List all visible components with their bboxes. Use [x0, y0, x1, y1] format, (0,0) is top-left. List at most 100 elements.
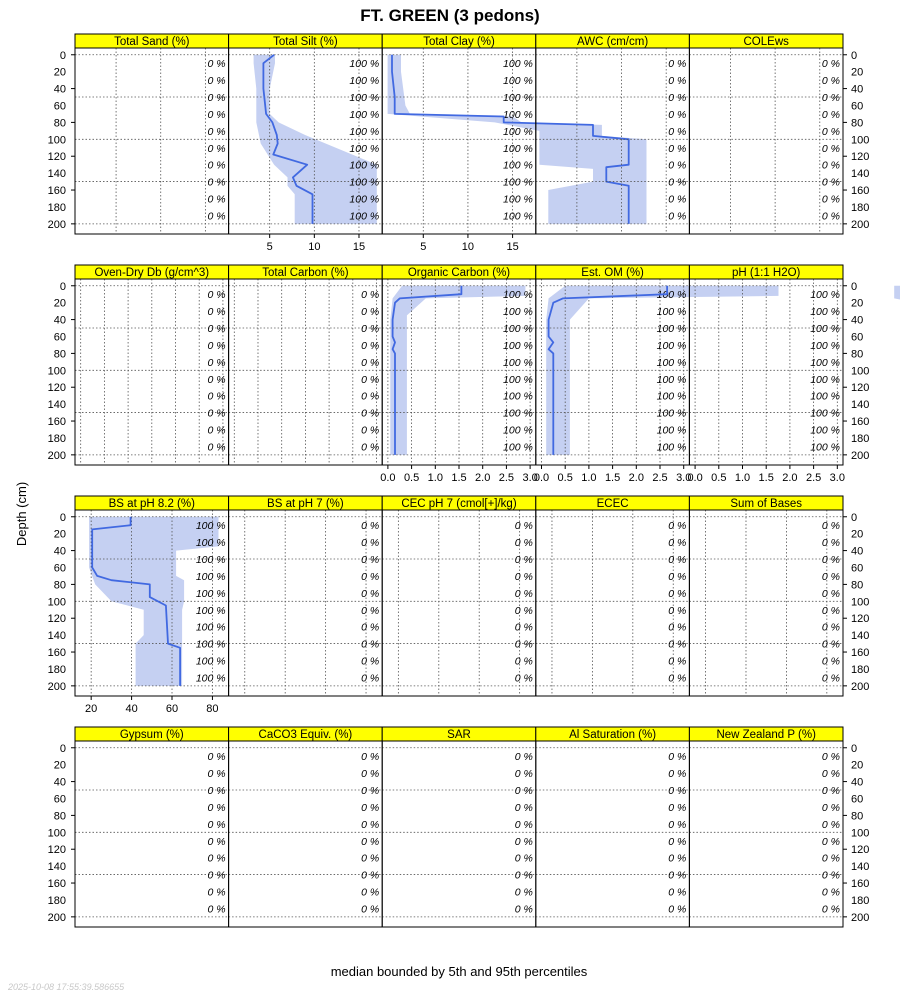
- panel-strip-label: CaCO3 Equiv. (%): [259, 729, 353, 741]
- panel-strip-label: CEC pH 7 (cmol[+]/kg): [401, 498, 517, 510]
- pedon-percent-label: 0 %: [668, 802, 686, 814]
- pedon-percent-label: 0 %: [668, 886, 686, 898]
- depth-tick-label: 140: [851, 630, 869, 642]
- pedon-percent-label: 0 %: [361, 441, 379, 453]
- value-tick-label: 0.5: [558, 472, 573, 484]
- pedon-percent-label: 0 %: [822, 639, 840, 651]
- panel-strip-label: Gypsum (%): [120, 729, 184, 741]
- pedon-percent-label: 0 %: [668, 210, 686, 222]
- pedon-percent-label: 100 %: [810, 323, 840, 335]
- value-tick-label: 10: [308, 241, 320, 253]
- depth-tick-label: 20: [851, 760, 863, 772]
- pedon-percent-label: 0 %: [822, 870, 840, 882]
- pedon-percent-label: 100 %: [503, 374, 533, 386]
- pedon-percent-label: 0 %: [515, 655, 533, 667]
- pedon-percent-label: 0 %: [668, 622, 686, 634]
- pedon-percent-label: 0 %: [668, 520, 686, 532]
- pedon-percent-label: 0 %: [668, 92, 686, 104]
- depth-tick-label: 20: [851, 298, 863, 310]
- pedon-percent-label: 0 %: [361, 554, 379, 566]
- pedon-percent-label: 0 %: [822, 126, 840, 138]
- value-tick-label: 0.5: [404, 472, 419, 484]
- pedon-percent-label: 0 %: [515, 588, 533, 600]
- pedon-percent-label: 100 %: [657, 340, 687, 352]
- pedon-percent-label: 0 %: [361, 819, 379, 831]
- pedon-percent-label: 0 %: [361, 408, 379, 420]
- pedon-percent-label: 0 %: [668, 639, 686, 651]
- panel: CEC pH 7 (cmol[+]/kg) 0 % 0 % 0 % 0 % 0 % 0 % 0…: [381, 495, 537, 697]
- pedon-percent-label: 100 %: [349, 58, 379, 70]
- depth-tick-label: 160: [48, 185, 66, 197]
- panel-frame: [74, 740, 230, 928]
- pedon-percent-label: 0 %: [822, 886, 840, 898]
- depth-tick-label: 0: [851, 512, 857, 524]
- pedon-percent-label: 0 %: [822, 109, 840, 121]
- panel-strip-label: COLEws: [744, 36, 790, 48]
- panel-grid: Total Sand (%) 0 % 0 % 0 % 0 % 0 % 0 % 0 % 0 % 0 …: [48, 33, 900, 928]
- panel: AWC (cm/cm) 0 % 0 % 0 % 0 % 0 % 0 % 0 % 0 % 0 % 0 …: [535, 33, 690, 235]
- depth-tick-label: 100: [48, 365, 66, 377]
- pedon-percent-label: 100 %: [657, 289, 687, 301]
- pedon-percent-label: 0 %: [668, 177, 686, 189]
- depth-tick-label: 0: [851, 50, 857, 62]
- depth-tick-label: 80: [54, 810, 66, 822]
- pedon-percent-label: 100 %: [503, 340, 533, 352]
- pedon-percent-label: 0 %: [822, 802, 840, 814]
- depth-tick-label: 140: [48, 861, 66, 873]
- pedon-percent-label: 0 %: [361, 870, 379, 882]
- pedon-percent-label: 0 %: [208, 424, 226, 436]
- depth-tick-label: 80: [851, 579, 863, 591]
- panel: Organic Carbon (%) 100 % 100 % 100 % 100 % 10…: [381, 264, 537, 466]
- pedon-percent-label: 0 %: [668, 588, 686, 600]
- value-tick-label: 1.0: [735, 472, 750, 484]
- pedon-percent-label: 0 %: [668, 672, 686, 684]
- panel-frame: [381, 509, 537, 697]
- value-tick-label: 1.5: [759, 472, 774, 484]
- panel-strip-label: Total Silt (%): [273, 36, 338, 48]
- pedon-percent-label: 100 %: [196, 672, 226, 684]
- panel: BS at pH 7 (%) 0 % 0 % 0 % 0 % 0 % 0 % 0 % 0 % 0 …: [228, 495, 383, 697]
- pedon-percent-label: 100 %: [349, 126, 379, 138]
- pedon-percent-label: 0 %: [208, 109, 226, 121]
- pedon-percent-label: 0 %: [668, 75, 686, 87]
- depth-tick-label: 40: [851, 777, 863, 789]
- panel-frame: [535, 740, 690, 928]
- pedon-percent-label: 0 %: [361, 289, 379, 301]
- pedon-percent-label: 0 %: [515, 819, 533, 831]
- depth-tick-label: 120: [48, 844, 66, 856]
- depth-tick-label: 20: [54, 298, 66, 310]
- pedon-percent-label: 100 %: [503, 177, 533, 189]
- panel-frame: [228, 740, 383, 928]
- pedon-percent-label: 0 %: [208, 306, 226, 318]
- depth-tick-label: 140: [48, 399, 66, 411]
- depth-tick-label: 180: [48, 895, 66, 907]
- pedon-percent-label: 0 %: [822, 75, 840, 87]
- depth-tick-label: 180: [851, 433, 869, 445]
- depth-tick-label: 40: [54, 546, 66, 558]
- panel-strip-label: Est. OM (%): [581, 267, 644, 279]
- value-tick-label: 3.0: [522, 472, 537, 484]
- pedon-percent-label: 0 %: [668, 143, 686, 155]
- pedon-percent-label: 0 %: [208, 92, 226, 104]
- depth-tick-label: 160: [48, 878, 66, 890]
- depth-tick-label: 60: [851, 100, 863, 112]
- panel-strip-label: pH (1:1 H2O): [732, 267, 801, 279]
- pedon-percent-label: 100 %: [349, 75, 379, 87]
- pedon-percent-label: 100 %: [810, 408, 840, 420]
- pedon-percent-label: 100 %: [349, 160, 379, 172]
- value-tick-label: 0.0: [687, 472, 702, 484]
- value-tick-label: 60: [166, 703, 178, 715]
- pedon-percent-label: 0 %: [822, 554, 840, 566]
- pedon-percent-label: 0 %: [668, 58, 686, 70]
- value-tick-label: 80: [206, 703, 218, 715]
- pedon-percent-label: 0 %: [822, 819, 840, 831]
- percentile-band: [390, 285, 526, 455]
- value-tick-label: 2.0: [782, 472, 797, 484]
- panel: BS at pH 8.2 (%)100 %100 %100 %100 %100 …: [74, 495, 230, 697]
- pedon-percent-label: 100 %: [503, 126, 533, 138]
- depth-tick-label: 20: [851, 529, 863, 541]
- panel: CaCO3 Equiv. (%) 0 % 0 % 0 % 0 % 0 % 0 % 0 % 0 %…: [228, 726, 383, 928]
- depth-tick-label: 120: [48, 613, 66, 625]
- pedon-percent-label: 0 %: [822, 571, 840, 583]
- pedon-percent-label: 100 %: [503, 306, 533, 318]
